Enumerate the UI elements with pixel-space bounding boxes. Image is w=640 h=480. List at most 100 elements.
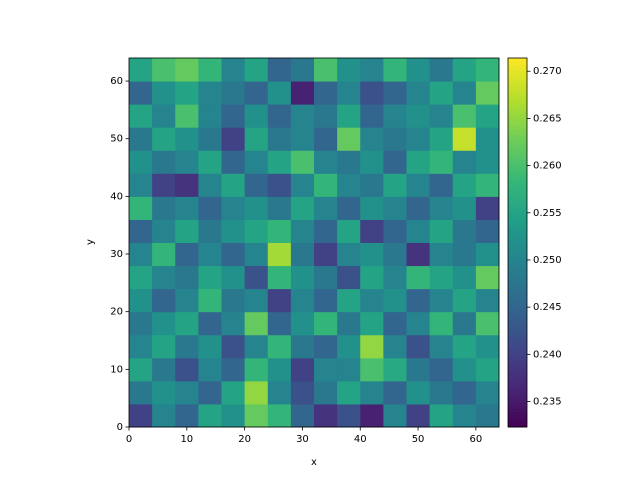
colorbar-segment [508, 260, 527, 265]
heatmap-cell [383, 357, 407, 382]
heatmap-cell [221, 403, 246, 428]
colorbar-segment [508, 396, 527, 400]
heatmap-cell [290, 265, 315, 290]
heatmap-cell [221, 58, 246, 82]
colorbar-segment [508, 128, 527, 133]
colorbar-segment [508, 230, 527, 234]
heatmap-cell [290, 173, 315, 197]
colorbar-segment [508, 104, 527, 108]
colorbar-segment [508, 70, 527, 74]
colorbar-segment [508, 423, 527, 428]
heatmap-cell [221, 357, 246, 382]
colorbar-tick-label: 0.255 [533, 208, 562, 219]
heatmap-cell [429, 58, 454, 82]
heatmap-cell [314, 311, 338, 336]
colorbar-segment [508, 211, 527, 216]
heatmap-cell [337, 173, 361, 197]
heatmap-cell [337, 58, 361, 82]
heatmap-cell [360, 150, 384, 174]
heatmap-cell [267, 334, 292, 359]
heatmap-cell [337, 380, 361, 405]
heatmap-cell [221, 104, 246, 128]
colorbar-segment [508, 82, 527, 87]
colorbar-segment [508, 131, 527, 136]
heatmap-cell [475, 150, 500, 174]
heatmap-cell [129, 288, 153, 313]
heatmap-cell [198, 127, 222, 151]
heatmap-cell [129, 357, 153, 382]
heatmap-cell [452, 219, 477, 243]
heatmap-cell [360, 288, 384, 313]
colorbar-segment [508, 153, 527, 157]
heatmap-cell [337, 403, 361, 428]
colorbar-segment [508, 174, 527, 179]
heatmap-cell [175, 311, 199, 336]
colorbar-segment [508, 150, 527, 154]
heatmap-cell [383, 219, 407, 243]
heatmap-cell [360, 334, 384, 359]
colorbar-segment [508, 411, 527, 416]
heatmap-cell [406, 150, 431, 174]
heatmap-cell [290, 242, 315, 267]
heatmap-cell [337, 81, 361, 105]
colorbar-segment [508, 181, 527, 185]
heatmap-cell [429, 334, 454, 359]
heatmap-cell [152, 104, 176, 128]
y-axis-label: y [85, 239, 96, 245]
heatmap-cell [452, 127, 477, 151]
heatmap-cell [244, 334, 269, 359]
heatmap-cell [406, 58, 431, 82]
heatmap-cell [406, 265, 431, 290]
heatmap-cell [360, 242, 384, 267]
heatmap-cell [175, 150, 199, 174]
heatmap-cell [198, 58, 222, 82]
heatmap-cell [175, 127, 199, 151]
colorbar-segment [508, 208, 527, 213]
heatmap-cell [383, 58, 407, 82]
heatmap-cell [452, 311, 477, 336]
colorbar-segment [508, 113, 527, 117]
heatmap-cell [267, 357, 292, 382]
heatmap-cell [221, 219, 246, 243]
heatmap-cell [198, 196, 222, 220]
colorbar-segment [508, 377, 527, 382]
heatmap-cell [290, 150, 315, 174]
heatmap-cell [314, 380, 338, 405]
heatmap-cell [383, 288, 407, 313]
colorbar-segment [508, 307, 527, 311]
heatmap-cell [360, 357, 384, 382]
heatmap-cell [129, 311, 153, 336]
heatmap-cell [221, 173, 246, 197]
heatmap-cell [129, 242, 153, 267]
colorbar-segment [508, 380, 527, 385]
heatmap-cell [429, 173, 454, 197]
colorbar-segment [508, 144, 527, 148]
colorbar-segment [508, 319, 527, 323]
colorbar-segment [508, 242, 527, 247]
heatmap-cell [475, 265, 500, 290]
heatmap-cell [129, 104, 153, 128]
heatmap-cell [198, 81, 222, 105]
colorbar-segment [508, 313, 527, 317]
heatmap-cell [406, 173, 431, 197]
heatmap-cell [244, 380, 269, 405]
heatmap-cell [383, 265, 407, 290]
colorbar-segment [508, 264, 527, 268]
x-tick-label: 50 [412, 434, 425, 445]
y-tick-label: 40 [110, 191, 123, 202]
colorbar-segment [508, 257, 527, 262]
colorbar-segment [508, 300, 527, 305]
colorbar-segment [508, 205, 527, 210]
colorbar-segment [508, 270, 527, 274]
heatmap-cell [337, 196, 361, 220]
colorbar-segment [508, 417, 527, 422]
heatmap-cell [221, 288, 246, 313]
heatmap-cell [267, 104, 292, 128]
heatmap-cell [406, 288, 431, 313]
heatmap-cell [198, 219, 222, 243]
colorbar-segment [508, 137, 527, 142]
heatmap-cell [129, 58, 153, 82]
heatmap-cell [360, 265, 384, 290]
y-tick-label: 0 [117, 422, 123, 433]
heatmap-cell [314, 196, 338, 220]
